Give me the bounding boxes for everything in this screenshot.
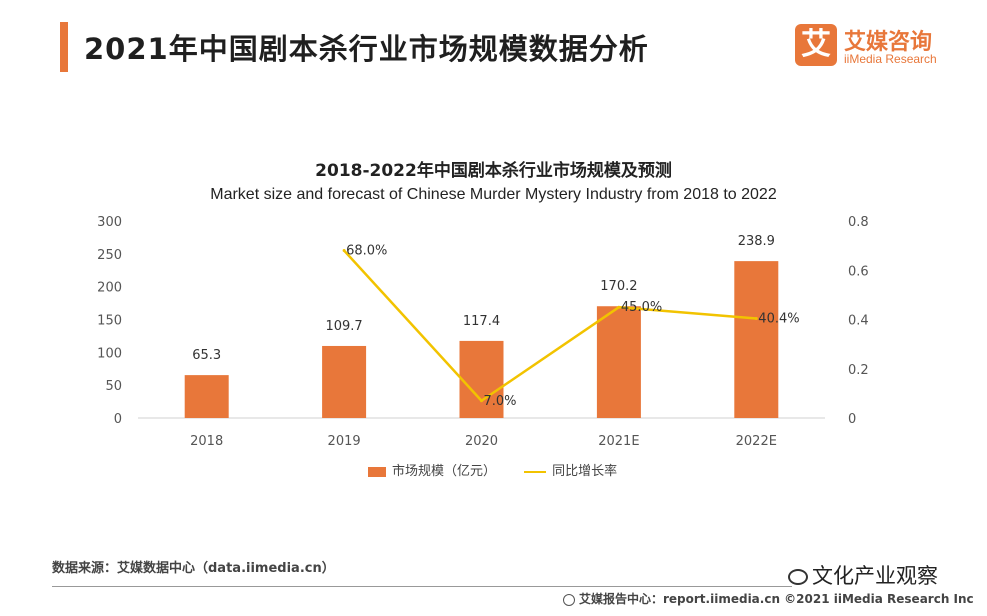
growth-value-label: 40.4% xyxy=(758,312,799,327)
growth-line xyxy=(343,249,757,403)
data-source: 数据来源：艾媒数据中心（data.iimedia.cn） xyxy=(52,561,335,576)
bar xyxy=(734,261,779,418)
y-right-tick-label: 0.2 xyxy=(848,363,869,378)
growth-value-label: 45.0% xyxy=(621,300,662,315)
y-left-tick-label: 200 xyxy=(97,281,122,296)
legend-line-label: 同比增长率 xyxy=(552,464,618,479)
chart-legend: 市场规模（亿元） 同比增长率 xyxy=(368,460,641,479)
y-right-tick-label: 0.6 xyxy=(848,264,869,279)
logo-mark: 艾 xyxy=(795,24,837,66)
footer-divider xyxy=(52,586,792,587)
bar-value-label: 238.9 xyxy=(738,234,775,249)
chart-subtitle: Market size and forecast of Chinese Murd… xyxy=(210,186,777,203)
growth-value-label: 7.0% xyxy=(484,394,517,409)
bar-value-label: 109.7 xyxy=(325,319,362,334)
logo-text-en: iiMedia Research xyxy=(844,52,937,66)
brand-logo: 艾 艾媒咨询 iiMedia Research xyxy=(795,22,955,72)
x-tick-label: 2019 xyxy=(328,434,361,449)
y-right-tick-label: 0 xyxy=(848,412,856,427)
legend-bar-label: 市场规模（亿元） xyxy=(392,464,497,479)
bar xyxy=(459,340,504,418)
x-tick-label: 2021E xyxy=(598,434,639,449)
y-left-tick-label: 0 xyxy=(114,412,122,427)
legend-bar-swatch xyxy=(368,466,386,477)
growth-point xyxy=(617,305,621,309)
y-left-tick-label: 100 xyxy=(97,346,122,361)
y-left-tick-label: 150 xyxy=(97,314,122,329)
growth-point xyxy=(480,399,483,403)
legend-item-line: 同比增长率 xyxy=(524,460,617,479)
y-left-tick-label: 50 xyxy=(105,379,122,394)
legend-item-bar: 市场规模（亿元） xyxy=(368,460,496,479)
bar xyxy=(322,345,367,418)
footer-label: 艾媒报告中心：report.iimedia.cn ©2021 iiMedia R… xyxy=(579,592,974,606)
growth-value-label: 68.0% xyxy=(346,244,387,259)
y-right-tick-label: 0.4 xyxy=(848,314,869,329)
y-right-tick-label: 0.8 xyxy=(848,215,869,230)
chart-title: 2018-2022年中国剧本杀行业市场规模及预测 xyxy=(315,161,672,181)
y-left-tick-label: 250 xyxy=(97,248,122,263)
bar-value-label: 170.2 xyxy=(600,279,637,294)
title-accent-bar xyxy=(60,22,68,72)
growth-point xyxy=(342,249,346,253)
wechat-icon xyxy=(788,569,808,585)
legend-line-swatch xyxy=(524,470,547,473)
globe-icon xyxy=(563,593,575,606)
watermark-label: 文化产业观察 xyxy=(812,564,938,588)
y-left-tick-label: 300 xyxy=(97,215,122,230)
x-tick-label: 2022E xyxy=(736,434,777,449)
bar xyxy=(184,375,229,418)
wechat-watermark: 文化产业观察 xyxy=(788,560,938,590)
growth-point xyxy=(754,317,758,321)
x-tick-label: 2020 xyxy=(465,434,498,449)
bar-value-label: 65.3 xyxy=(192,348,221,363)
logo-text-cn: 艾媒咨询 xyxy=(844,30,933,55)
page-title: 2021年中国剧本杀行业市场规模数据分析 xyxy=(84,32,649,66)
x-tick-label: 2018 xyxy=(190,434,223,449)
bar-value-label: 117.4 xyxy=(463,314,500,329)
footer-text: 艾媒报告中心：report.iimedia.cn ©2021 iiMedia R… xyxy=(563,590,974,607)
bar xyxy=(596,306,641,418)
